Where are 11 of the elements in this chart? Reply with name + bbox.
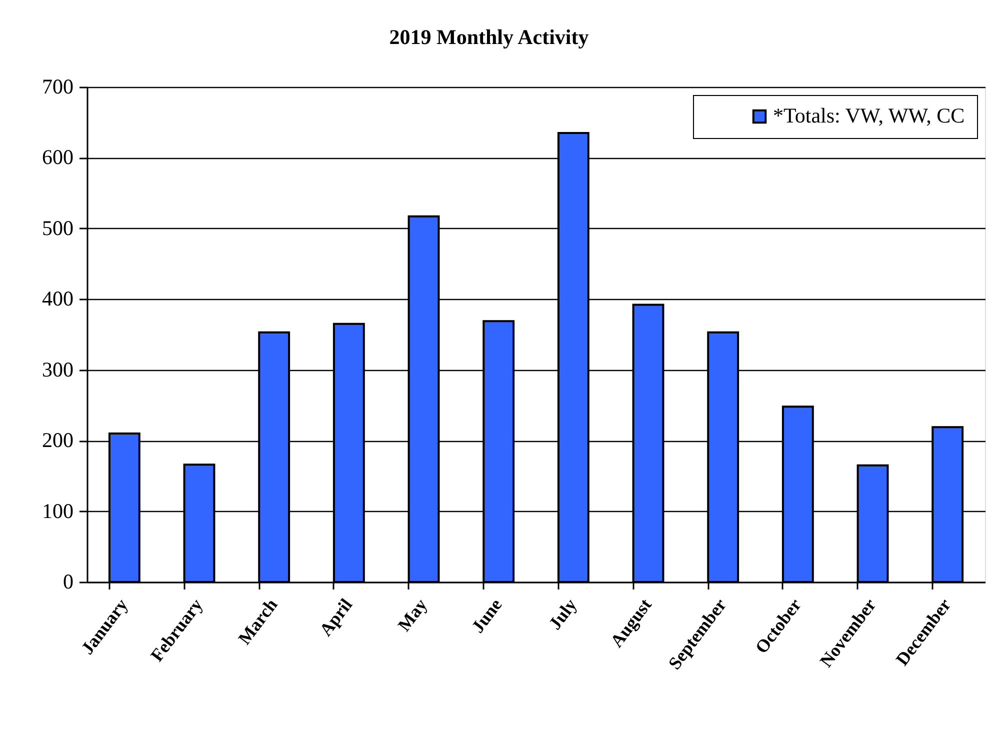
y-tick-label: 0: [63, 570, 74, 594]
y-tick-label: 400: [42, 286, 74, 311]
y-tick-label: 500: [42, 216, 74, 240]
chart-title: 2019 Monthly Activity: [389, 25, 590, 49]
y-tick-label: 100: [42, 498, 74, 523]
x-tick-label: July: [544, 594, 581, 634]
y-tick-label: 300: [42, 357, 74, 382]
y-tick-label: 700: [42, 74, 74, 98]
legend-label: *Totals: VW, WW, CC: [773, 104, 965, 128]
y-tick-label: 600: [42, 145, 74, 170]
y-tick-label: 200: [42, 428, 74, 452]
